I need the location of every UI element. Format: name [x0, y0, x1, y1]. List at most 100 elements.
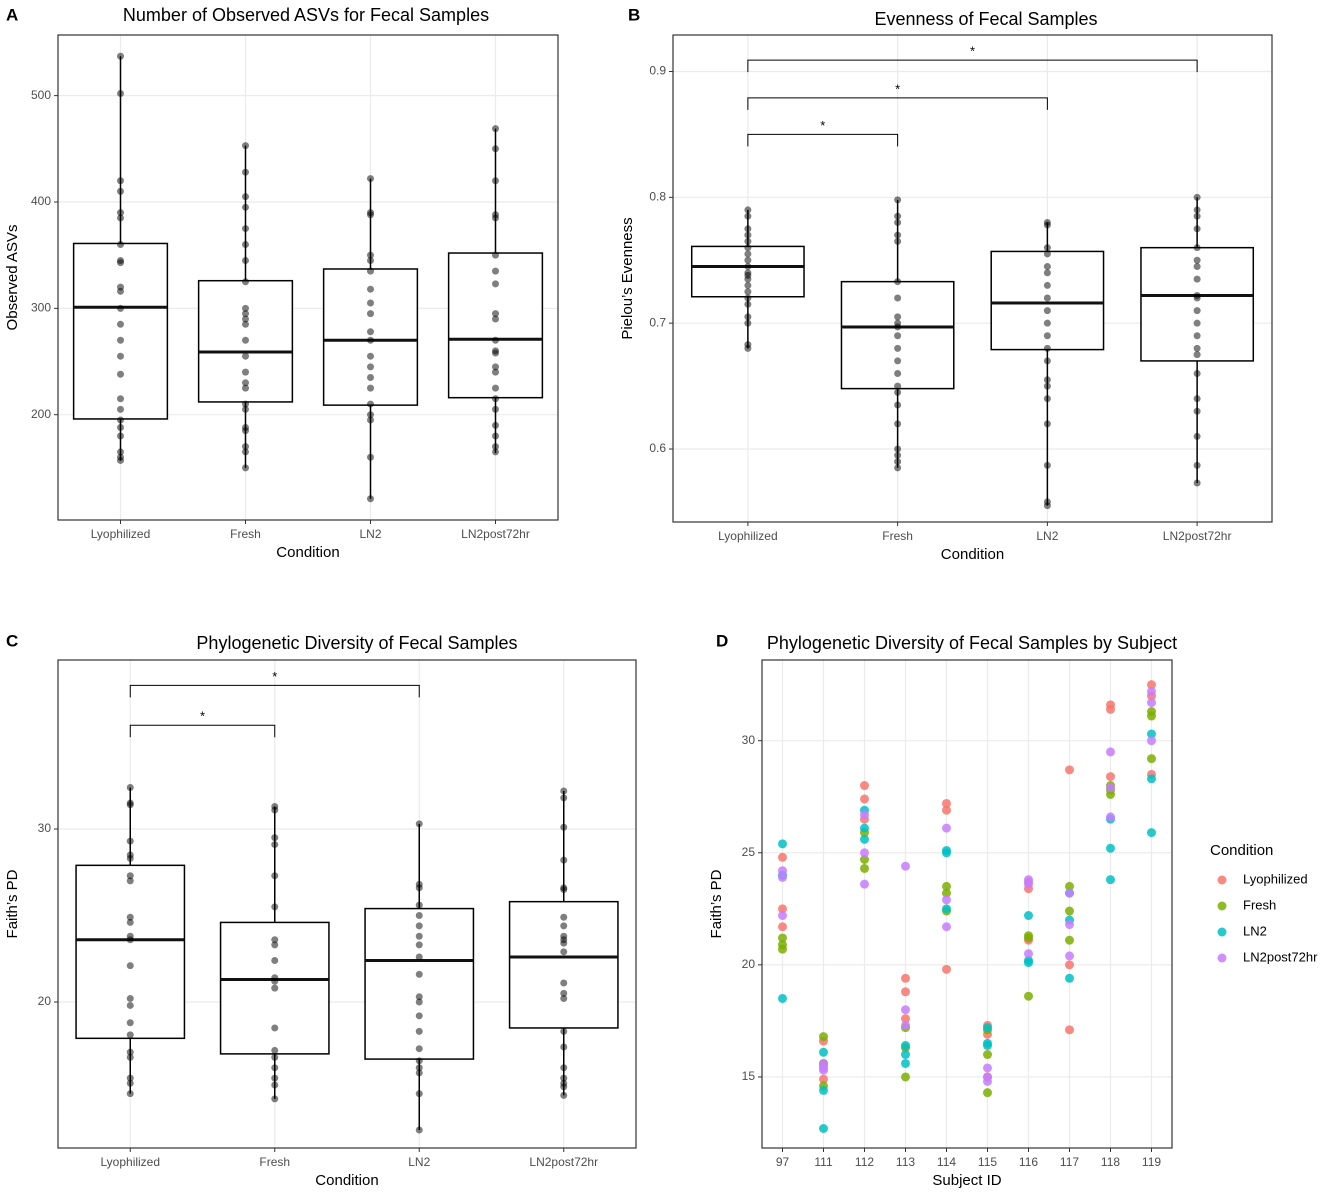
point: [1147, 680, 1156, 690]
point: [117, 405, 124, 413]
point: [1043, 420, 1051, 428]
point: [983, 1023, 992, 1033]
x-tick-label: 112: [855, 1155, 874, 1169]
point: [117, 214, 124, 222]
y-tick-label: 300: [31, 301, 51, 315]
point: [860, 810, 869, 820]
point: [778, 852, 787, 862]
point: [778, 933, 787, 943]
point: [860, 834, 869, 844]
point: [894, 219, 902, 227]
point: [744, 294, 752, 302]
point: [894, 237, 902, 245]
point: [271, 1081, 279, 1089]
point: [117, 395, 124, 403]
point: [242, 142, 249, 150]
point: [126, 1031, 134, 1039]
point: [117, 52, 124, 60]
x-tick-label: LN2: [408, 1155, 430, 1169]
point: [819, 1047, 828, 1057]
point: [367, 453, 374, 461]
point: [126, 1074, 134, 1082]
significance-label: *: [895, 81, 900, 96]
point: [242, 203, 249, 211]
point: [744, 206, 752, 214]
point: [560, 995, 568, 1003]
point: [492, 310, 499, 318]
point: [242, 310, 249, 318]
x-tick-label: Fresh: [230, 527, 261, 541]
point: [1043, 502, 1051, 510]
point: [560, 989, 568, 997]
x-tick-label: 111: [814, 1155, 833, 1169]
plot-border: [57, 34, 559, 521]
point: [560, 794, 568, 802]
legend-label: Fresh: [1243, 897, 1276, 912]
box: [72, 242, 169, 420]
y-tick-label: 500: [31, 88, 51, 102]
point: [1106, 704, 1115, 714]
panel-letter: A: [6, 5, 18, 24]
point: [415, 1057, 423, 1065]
point: [492, 443, 499, 451]
significance-bracket: [747, 97, 1048, 110]
point: [1043, 307, 1051, 315]
plot-background: [762, 660, 1172, 1148]
point: [1193, 332, 1201, 340]
point: [367, 400, 374, 408]
point: [1193, 212, 1201, 220]
point: [901, 1072, 910, 1082]
point: [1024, 958, 1033, 968]
point: [242, 352, 249, 360]
point: [894, 313, 902, 321]
point: [367, 175, 374, 183]
point: [983, 1050, 992, 1060]
y-tick-label: 0.9: [649, 64, 666, 78]
point: [367, 411, 374, 419]
legend-label: LN2post72hr: [1243, 949, 1318, 964]
point: [271, 1024, 279, 1032]
x-tick-label: LN2: [359, 527, 381, 541]
point: [778, 866, 787, 876]
point: [860, 823, 869, 833]
point: [242, 168, 249, 176]
point: [367, 373, 374, 381]
point: [367, 251, 374, 259]
point: [1024, 991, 1033, 1001]
point: [415, 922, 423, 930]
point: [1193, 206, 1201, 214]
point: [271, 984, 279, 992]
point: [1193, 344, 1201, 352]
point: [560, 856, 568, 864]
point: [894, 451, 902, 459]
point: [560, 1064, 568, 1072]
point: [1043, 250, 1051, 258]
point: [492, 405, 499, 413]
point: [860, 848, 869, 858]
y-tick-label: 15: [742, 1069, 756, 1083]
point: [492, 267, 499, 275]
point: [894, 420, 902, 428]
point: [126, 1090, 134, 1098]
point: [778, 944, 787, 954]
x-tick-label: LN2post72hr: [529, 1155, 598, 1169]
point: [1043, 319, 1051, 327]
point: [819, 1074, 828, 1084]
point: [1106, 789, 1115, 799]
point: [492, 214, 499, 222]
point: [242, 241, 249, 249]
point: [983, 1041, 992, 1051]
significance-bracket: [747, 133, 899, 147]
point: [1193, 432, 1201, 440]
point: [1065, 765, 1074, 775]
x-tick-label: Lyophilized: [100, 1155, 160, 1169]
point: [778, 839, 787, 849]
point: [560, 1083, 568, 1091]
point: [744, 244, 752, 252]
point: [117, 89, 124, 97]
point: [271, 1074, 279, 1082]
point: [415, 941, 423, 949]
point: [492, 251, 499, 259]
point: [117, 336, 124, 344]
point: [560, 1074, 568, 1082]
